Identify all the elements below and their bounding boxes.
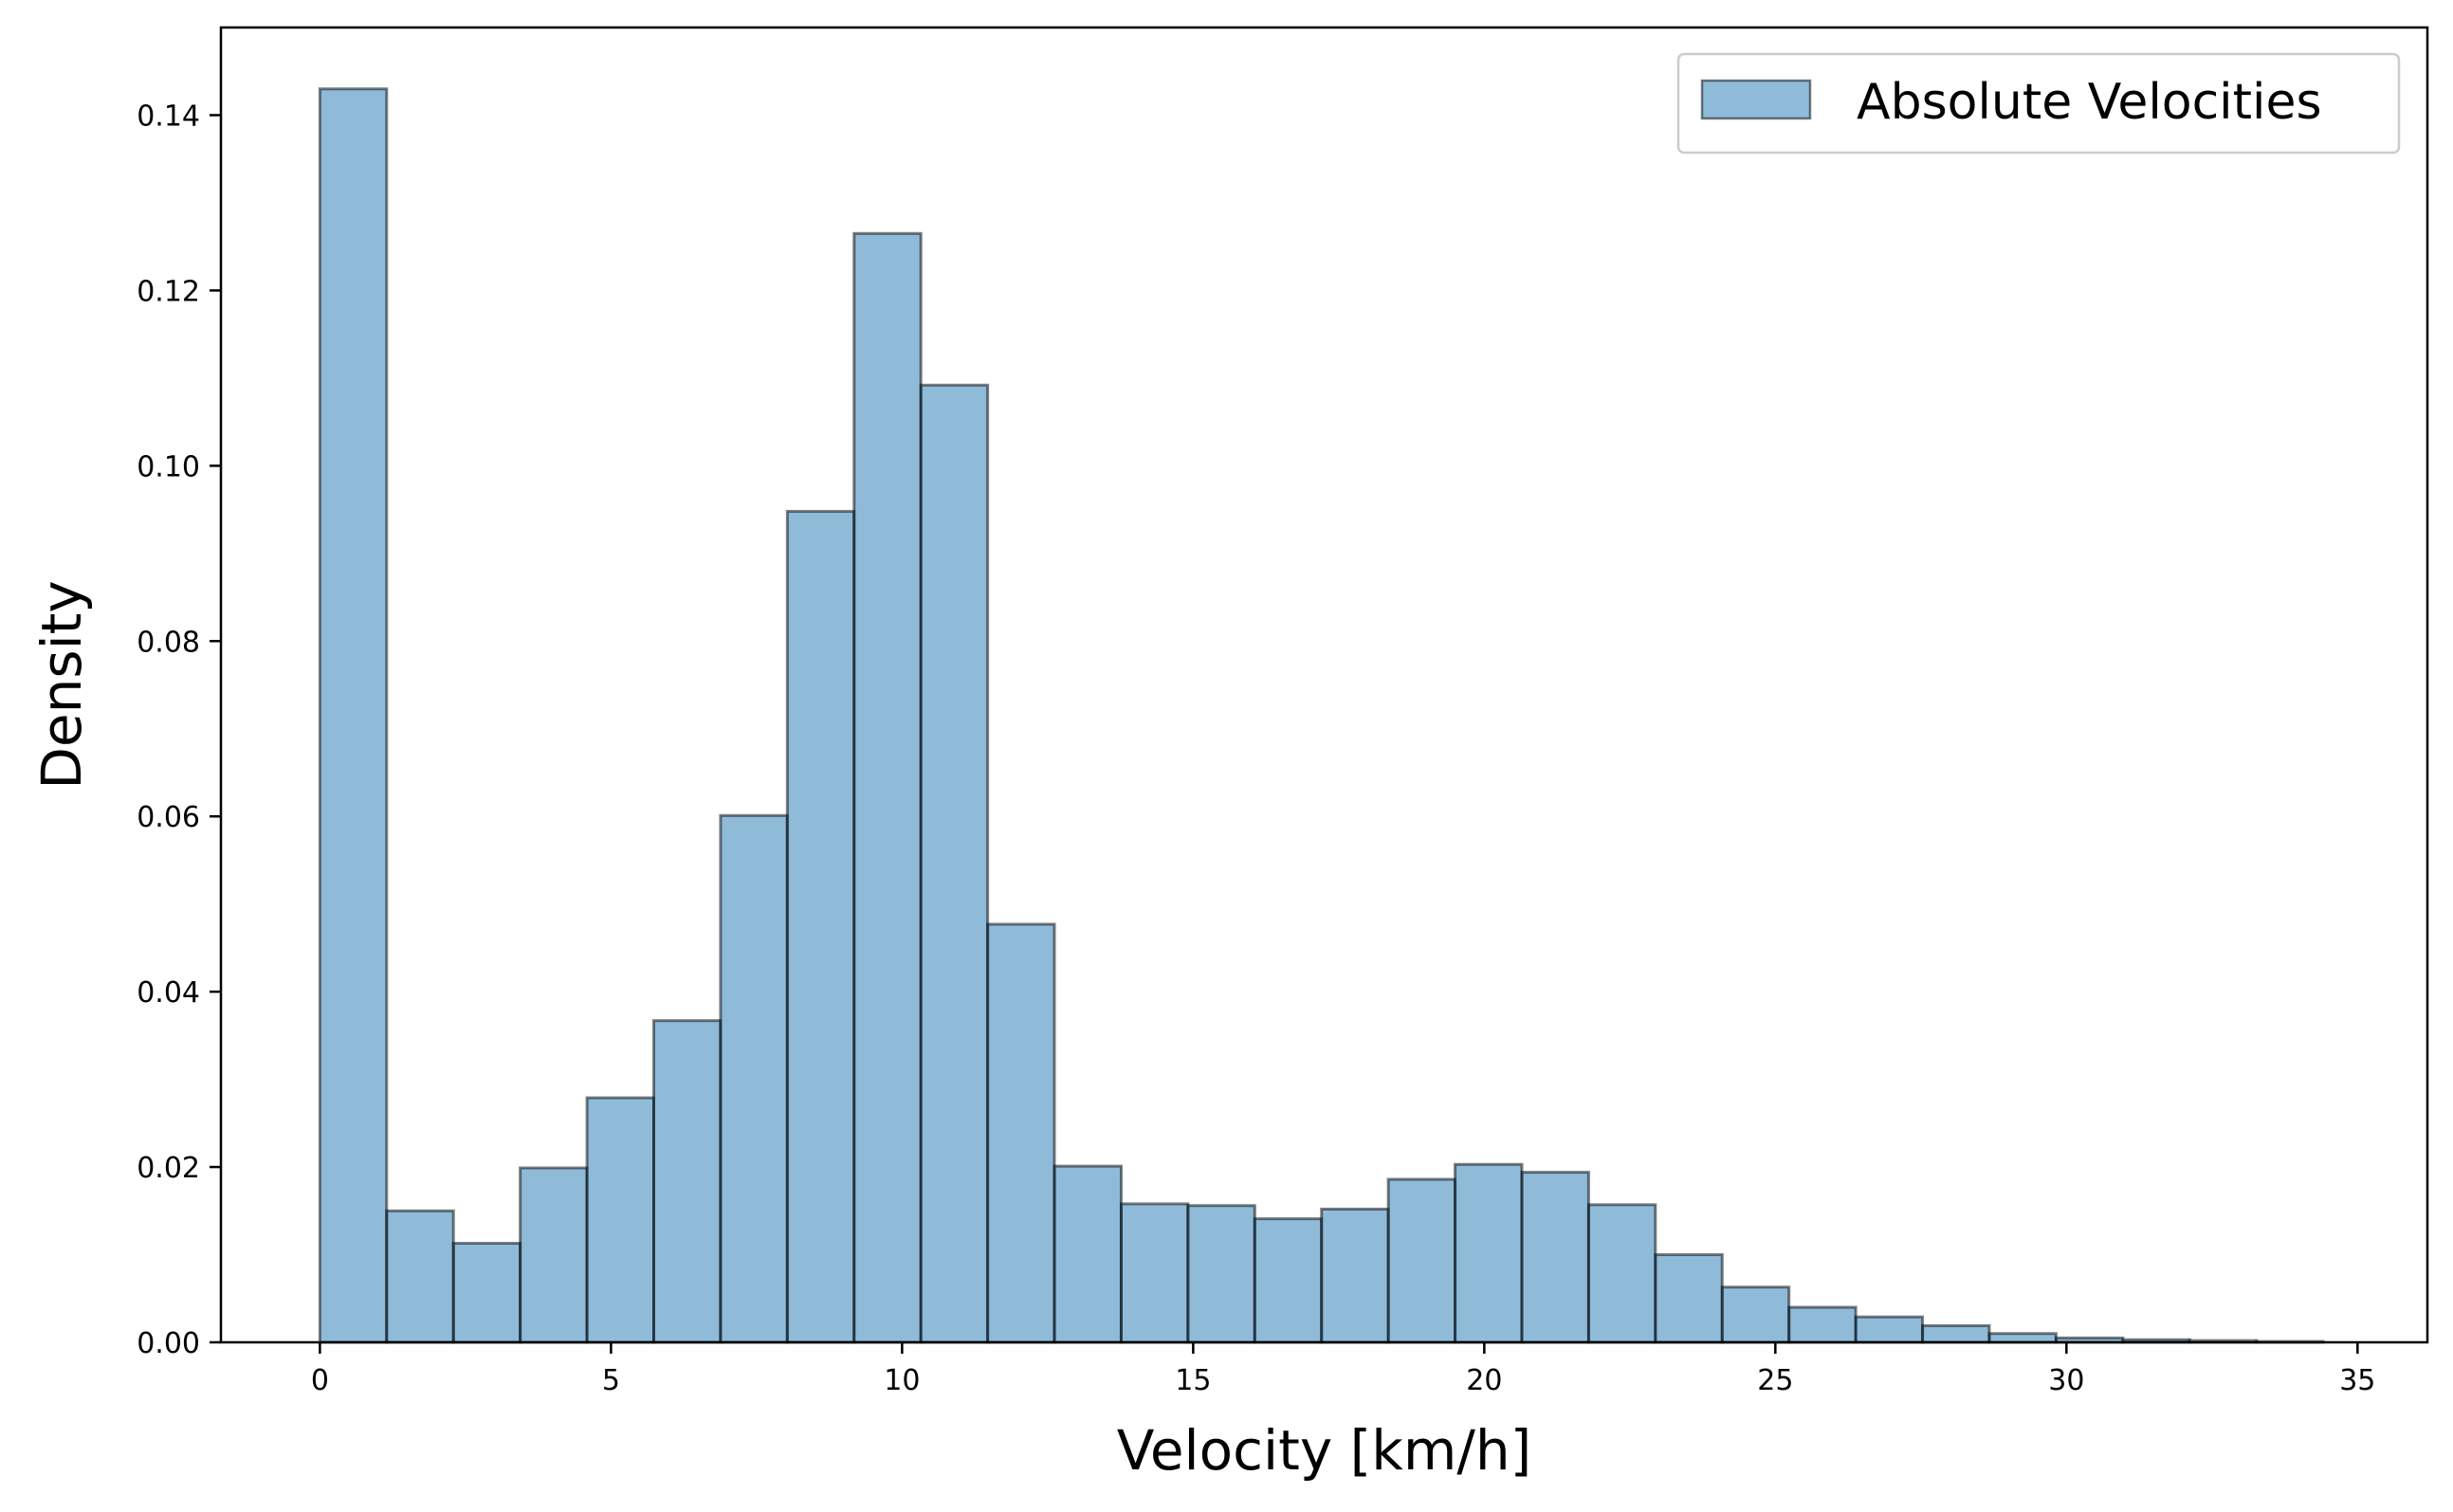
x-axis-label: Velocity [km/h]	[1117, 1418, 1532, 1483]
legend-box	[1676, 52, 2401, 155]
histogram-bar	[1253, 1217, 1324, 1344]
histogram-bar	[1386, 1177, 1457, 1344]
histogram-bar	[986, 922, 1056, 1344]
y-tick-label: 0.08	[137, 626, 200, 659]
histogram-bar	[651, 1019, 723, 1344]
histogram-bar	[318, 87, 389, 1344]
histogram-bar	[785, 509, 856, 1344]
histogram-bar	[1454, 1162, 1524, 1344]
histogram-bar	[1520, 1171, 1590, 1344]
legend-label: Absolute Velocities	[1857, 74, 2322, 131]
y-tick-label: 0.06	[137, 801, 200, 834]
histogram-bar	[519, 1166, 589, 1344]
y-tick-label: 0.02	[137, 1152, 200, 1185]
y-axis-label: Density	[29, 580, 94, 790]
histogram-bar	[1586, 1203, 1657, 1344]
x-tick-label: 15	[1175, 1364, 1211, 1397]
x-tick-label: 5	[602, 1364, 620, 1397]
x-tick-label: 20	[1466, 1364, 1502, 1397]
y-tick-label: 0.10	[137, 450, 200, 483]
histogram-bar	[919, 383, 990, 1344]
x-tick-label: 0	[311, 1364, 329, 1397]
legend-swatch	[1700, 79, 1812, 120]
y-axis-ticks: 0.00 0.02 0.04 0.06 0.08 0.10 0.12 0.14	[137, 100, 221, 1360]
y-tick-label: 0.14	[137, 100, 200, 133]
histogram-bar	[1654, 1253, 1724, 1344]
histogram-bar	[1854, 1315, 1925, 1344]
y-tick-label: 0.00	[137, 1327, 200, 1360]
histogram-bar	[1320, 1207, 1390, 1344]
histogram-bar	[585, 1096, 655, 1344]
x-tick-label: 30	[2048, 1364, 2084, 1397]
histogram-bar	[1053, 1164, 1123, 1344]
histogram-bar	[1987, 1332, 2058, 1344]
histogram-bars	[318, 87, 2325, 1344]
histogram-bar	[385, 1209, 455, 1344]
histogram-bar	[1787, 1305, 1858, 1344]
histogram-bar	[1119, 1202, 1190, 1344]
histogram-bar	[451, 1242, 522, 1344]
x-tick-label: 35	[2339, 1364, 2375, 1397]
histogram-bar	[1720, 1285, 1791, 1344]
x-axis-ticks: 0 5 10 15 20 25 30 35	[311, 1342, 2375, 1397]
y-tick-label: 0.04	[137, 976, 200, 1010]
histogram-bar	[1921, 1323, 1991, 1344]
y-tick-label: 0.12	[137, 275, 200, 308]
histogram-bar	[719, 813, 789, 1344]
x-tick-label: 25	[1757, 1364, 1793, 1397]
histogram-bar	[852, 231, 923, 1344]
histogram-bar	[1186, 1204, 1256, 1344]
legend: Absolute Velocities	[1676, 52, 2401, 155]
axes-frame	[219, 26, 2429, 1344]
x-tick-label: 10	[884, 1364, 920, 1397]
